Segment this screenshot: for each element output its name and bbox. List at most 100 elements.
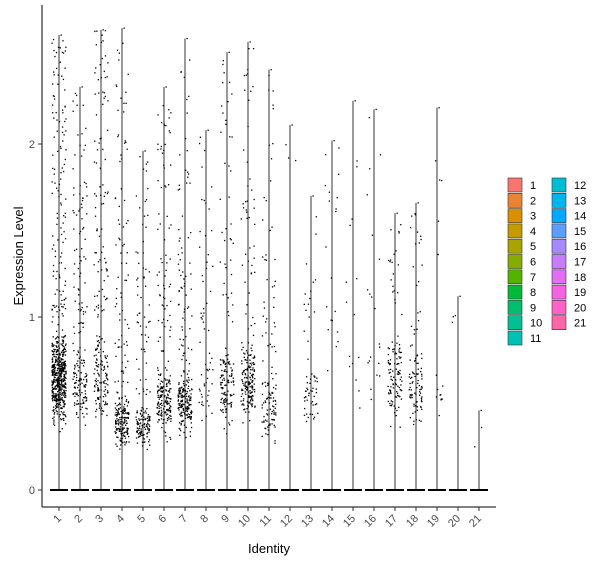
point	[242, 389, 244, 391]
point	[62, 241, 64, 243]
point	[263, 420, 265, 422]
point	[161, 390, 163, 393]
point	[54, 372, 57, 375]
point	[60, 373, 62, 375]
point	[244, 373, 247, 375]
point	[420, 400, 423, 402]
point	[189, 182, 191, 184]
point	[182, 271, 184, 273]
point	[101, 407, 103, 409]
point	[97, 261, 100, 263]
point	[56, 346, 58, 349]
point	[388, 372, 390, 374]
point	[410, 325, 413, 327]
point	[61, 388, 63, 390]
point	[230, 401, 233, 404]
point	[97, 271, 99, 273]
point	[220, 364, 222, 366]
point	[366, 289, 369, 291]
point	[221, 410, 223, 412]
point	[79, 362, 81, 364]
point	[190, 396, 192, 398]
point	[60, 147, 62, 150]
point	[125, 341, 128, 343]
point	[413, 405, 415, 407]
point	[137, 433, 140, 435]
point	[98, 364, 100, 366]
point	[147, 416, 149, 418]
point	[304, 400, 306, 402]
point	[225, 411, 227, 413]
point	[268, 144, 270, 146]
point	[261, 393, 264, 396]
point	[115, 431, 117, 434]
point	[94, 385, 96, 387]
point	[58, 389, 60, 391]
point	[84, 144, 86, 147]
point	[59, 364, 61, 366]
point	[275, 414, 277, 416]
point	[101, 34, 103, 36]
point	[397, 371, 399, 374]
point	[62, 392, 65, 394]
point	[304, 407, 306, 410]
point	[308, 392, 310, 394]
point	[160, 121, 163, 124]
point	[106, 392, 109, 394]
point	[378, 258, 381, 260]
point	[77, 350, 79, 352]
point	[62, 379, 65, 382]
point-max	[354, 100, 356, 102]
point	[183, 285, 185, 287]
point	[136, 430, 138, 432]
legend-swatch	[507, 254, 523, 269]
point	[78, 210, 80, 212]
point	[398, 232, 400, 234]
point	[208, 352, 211, 354]
point	[53, 368, 55, 370]
point	[310, 390, 312, 392]
point	[85, 372, 87, 375]
point	[243, 74, 246, 77]
point	[190, 411, 192, 414]
point	[146, 389, 148, 391]
point	[275, 384, 277, 386]
point	[158, 373, 160, 376]
category-21	[470, 410, 488, 491]
x-tick-label: 17	[383, 513, 400, 530]
point	[52, 374, 54, 376]
point	[122, 434, 125, 436]
point	[306, 399, 308, 401]
point	[163, 284, 165, 287]
point	[52, 270, 55, 273]
point	[223, 392, 225, 394]
point	[183, 371, 185, 373]
point	[273, 285, 276, 287]
point	[178, 382, 180, 384]
point	[274, 426, 276, 428]
point	[57, 383, 59, 385]
point	[136, 423, 138, 425]
point	[59, 379, 62, 381]
point	[145, 170, 148, 172]
point	[54, 250, 57, 252]
point	[54, 376, 56, 379]
point	[305, 309, 307, 312]
point	[325, 246, 327, 248]
point	[265, 385, 267, 387]
point	[76, 363, 78, 365]
point	[114, 306, 117, 308]
x-tick-label: 14	[320, 513, 337, 530]
point	[225, 384, 227, 386]
point	[55, 305, 58, 307]
point	[189, 404, 191, 406]
point	[305, 376, 308, 378]
point	[181, 329, 184, 331]
point	[248, 391, 250, 393]
point	[306, 387, 308, 389]
point	[269, 397, 271, 399]
point	[54, 366, 57, 369]
point	[75, 214, 78, 216]
point	[144, 410, 147, 412]
point	[418, 384, 421, 387]
